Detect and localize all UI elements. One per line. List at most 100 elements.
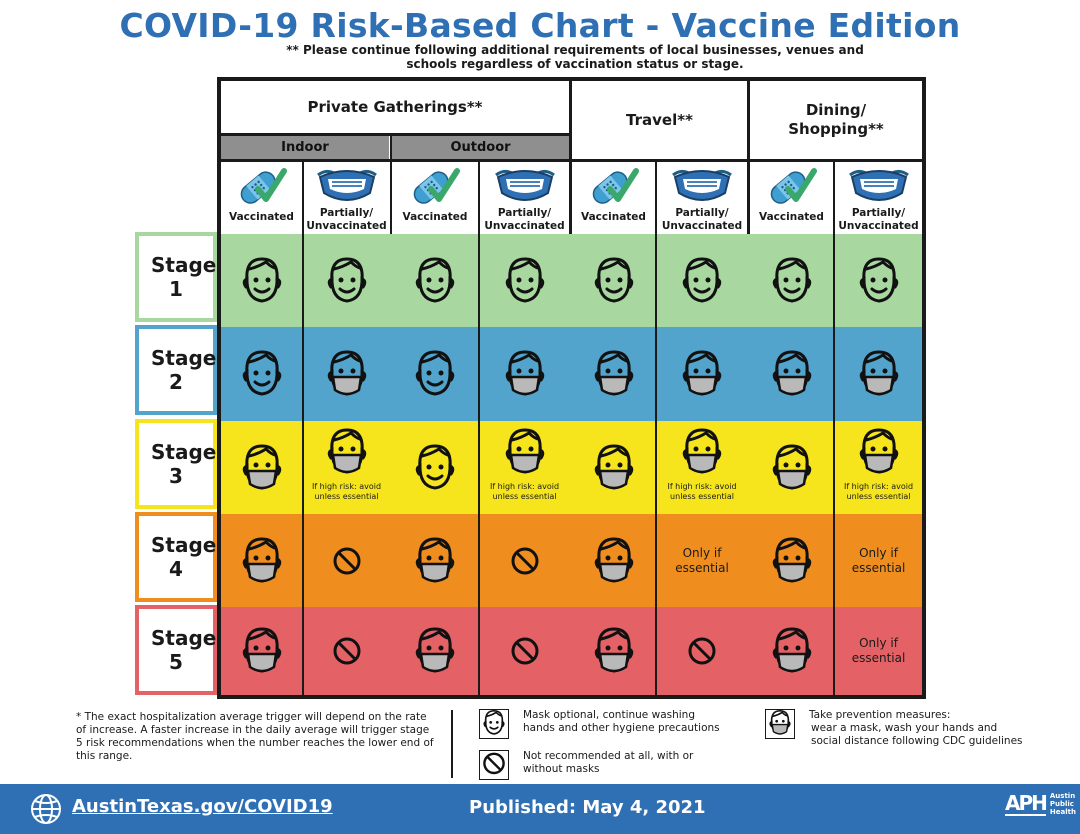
stage-label: Stage 4 <box>135 512 217 602</box>
masked-face-icon <box>411 533 459 589</box>
masked-face-icon <box>855 424 903 480</box>
risk-cell <box>572 234 655 327</box>
face-mask-icon <box>316 165 378 205</box>
only-if-essential-text: Only if essential <box>675 545 729 575</box>
risk-cell <box>572 514 655 607</box>
risk-cell <box>572 327 655 421</box>
risk-cell <box>304 327 389 421</box>
masked-face-icon <box>238 440 286 496</box>
risk-cell <box>304 514 389 607</box>
risk-cell <box>304 607 389 695</box>
face-mask-icon <box>848 165 910 205</box>
risk-cell <box>750 514 833 607</box>
page-title: COVID-19 Risk-Based Chart - Vaccine Edit… <box>119 6 961 45</box>
risk-cell <box>221 234 302 327</box>
risk-cell: Only if essential <box>835 607 922 695</box>
legend-mask: Take prevention measures: wear a mask, w… <box>765 709 1024 748</box>
risk-cell <box>657 607 747 695</box>
austin-public-health-logo: APH Austin Public Health <box>1005 791 1076 816</box>
no-symbol-icon <box>332 636 362 666</box>
high-risk-note: If high risk: avoid unless essential <box>843 481 914 501</box>
column-label: Vaccinated <box>402 211 468 223</box>
smiling-face-icon <box>238 253 286 309</box>
risk-cell <box>392 327 478 421</box>
masked-face-icon <box>590 346 638 402</box>
smiling-face-icon <box>411 253 459 309</box>
header-travel: Travel** <box>626 110 693 129</box>
smiling-face-icon <box>501 253 549 309</box>
column-label: Vaccinated <box>759 211 824 223</box>
masked-face-icon <box>678 346 726 402</box>
risk-cell <box>221 607 302 695</box>
published-date: Published: May 4, 2021 <box>469 797 706 818</box>
stage-row <box>221 327 922 421</box>
footnote: * The exact hospitalization average trig… <box>76 711 434 762</box>
no-symbol-icon <box>479 750 509 780</box>
smiling-face-icon <box>855 253 903 309</box>
masked-face-icon <box>411 623 459 679</box>
smiling-face-icon <box>590 253 638 309</box>
bandaid-check-icon <box>766 165 818 211</box>
risk-cell <box>480 607 569 695</box>
risk-cell <box>750 421 833 514</box>
bandaid-check-icon <box>236 165 288 211</box>
column-head-vaccinated: Vaccinated <box>221 165 302 233</box>
risk-cell <box>392 514 478 607</box>
header-outdoor: Outdoor <box>392 136 569 159</box>
page-subtitle: ** Please continue following additional … <box>286 43 864 71</box>
no-symbol-icon <box>332 546 362 576</box>
risk-cell: If high risk: avoid unless essential <box>480 421 569 514</box>
column-label: Partially/ Unvaccinated <box>661 207 743 232</box>
smiling-face-icon <box>411 440 459 496</box>
masked-face-icon <box>768 533 816 589</box>
column-head-vaccinated: Vaccinated <box>392 165 478 233</box>
risk-cell <box>572 421 655 514</box>
risk-cell <box>657 234 747 327</box>
risk-cell <box>572 607 655 695</box>
face-mask-icon <box>671 165 733 205</box>
covid-url-link[interactable]: AustinTexas.gov/COVID19 <box>72 796 333 817</box>
column-head-unvaccinated: Partially/ Unvaccinated <box>480 165 569 233</box>
masked-face-icon <box>590 533 638 589</box>
legend-no-text: Not recommended at all, with or without … <box>523 750 694 775</box>
masked-face-icon <box>238 533 286 589</box>
masked-face-icon <box>590 440 638 496</box>
masked-face-icon <box>768 623 816 679</box>
column-head-unvaccinated: Partially/ Unvaccinated <box>657 165 747 233</box>
no-symbol-icon <box>687 636 717 666</box>
risk-cell: Only if essential <box>835 514 922 607</box>
risk-cell <box>750 234 833 327</box>
stage-label: Stage 2 <box>135 325 217 415</box>
smiling-face-icon <box>768 253 816 309</box>
face-mask-icon <box>494 165 556 205</box>
only-if-essential-text: Only if essential <box>851 636 906 665</box>
stage-row: Only if essential Only if essential <box>221 514 922 607</box>
masked-face-icon <box>590 623 638 679</box>
risk-cell <box>392 234 478 327</box>
masked-face-icon <box>323 346 371 402</box>
no-symbol-icon <box>510 636 540 666</box>
high-risk-note: If high risk: avoid unless essential <box>311 481 382 501</box>
column-head-unvaccinated: Partially/ Unvaccinated <box>304 165 389 233</box>
smiling-face-icon <box>479 709 509 739</box>
column-head-vaccinated: Vaccinated <box>750 165 833 233</box>
legend-mask-title: Take prevention measures: <box>809 709 951 721</box>
high-risk-note: If high risk: avoid unless essential <box>667 481 737 501</box>
masked-face-icon <box>678 424 726 480</box>
stage-label: Stage 5 <box>135 605 217 695</box>
stage-label: Stage 3 <box>135 419 217 509</box>
masked-face-icon <box>501 424 549 480</box>
risk-cell <box>480 514 569 607</box>
legend-face: Mask optional, continue washing hands an… <box>479 709 723 739</box>
risk-cell <box>221 327 302 421</box>
risk-cell: Only if essential <box>657 514 747 607</box>
column-label: Partially/ Unvaccinated <box>484 207 565 232</box>
masked-face-icon <box>501 346 549 402</box>
risk-cell: If high risk: avoid unless essential <box>657 421 747 514</box>
smiling-face-icon <box>238 346 286 402</box>
risk-cell <box>392 421 478 514</box>
risk-cell <box>480 327 569 421</box>
risk-cell <box>221 421 302 514</box>
smiling-face-icon <box>678 253 726 309</box>
risk-cell <box>480 234 569 327</box>
